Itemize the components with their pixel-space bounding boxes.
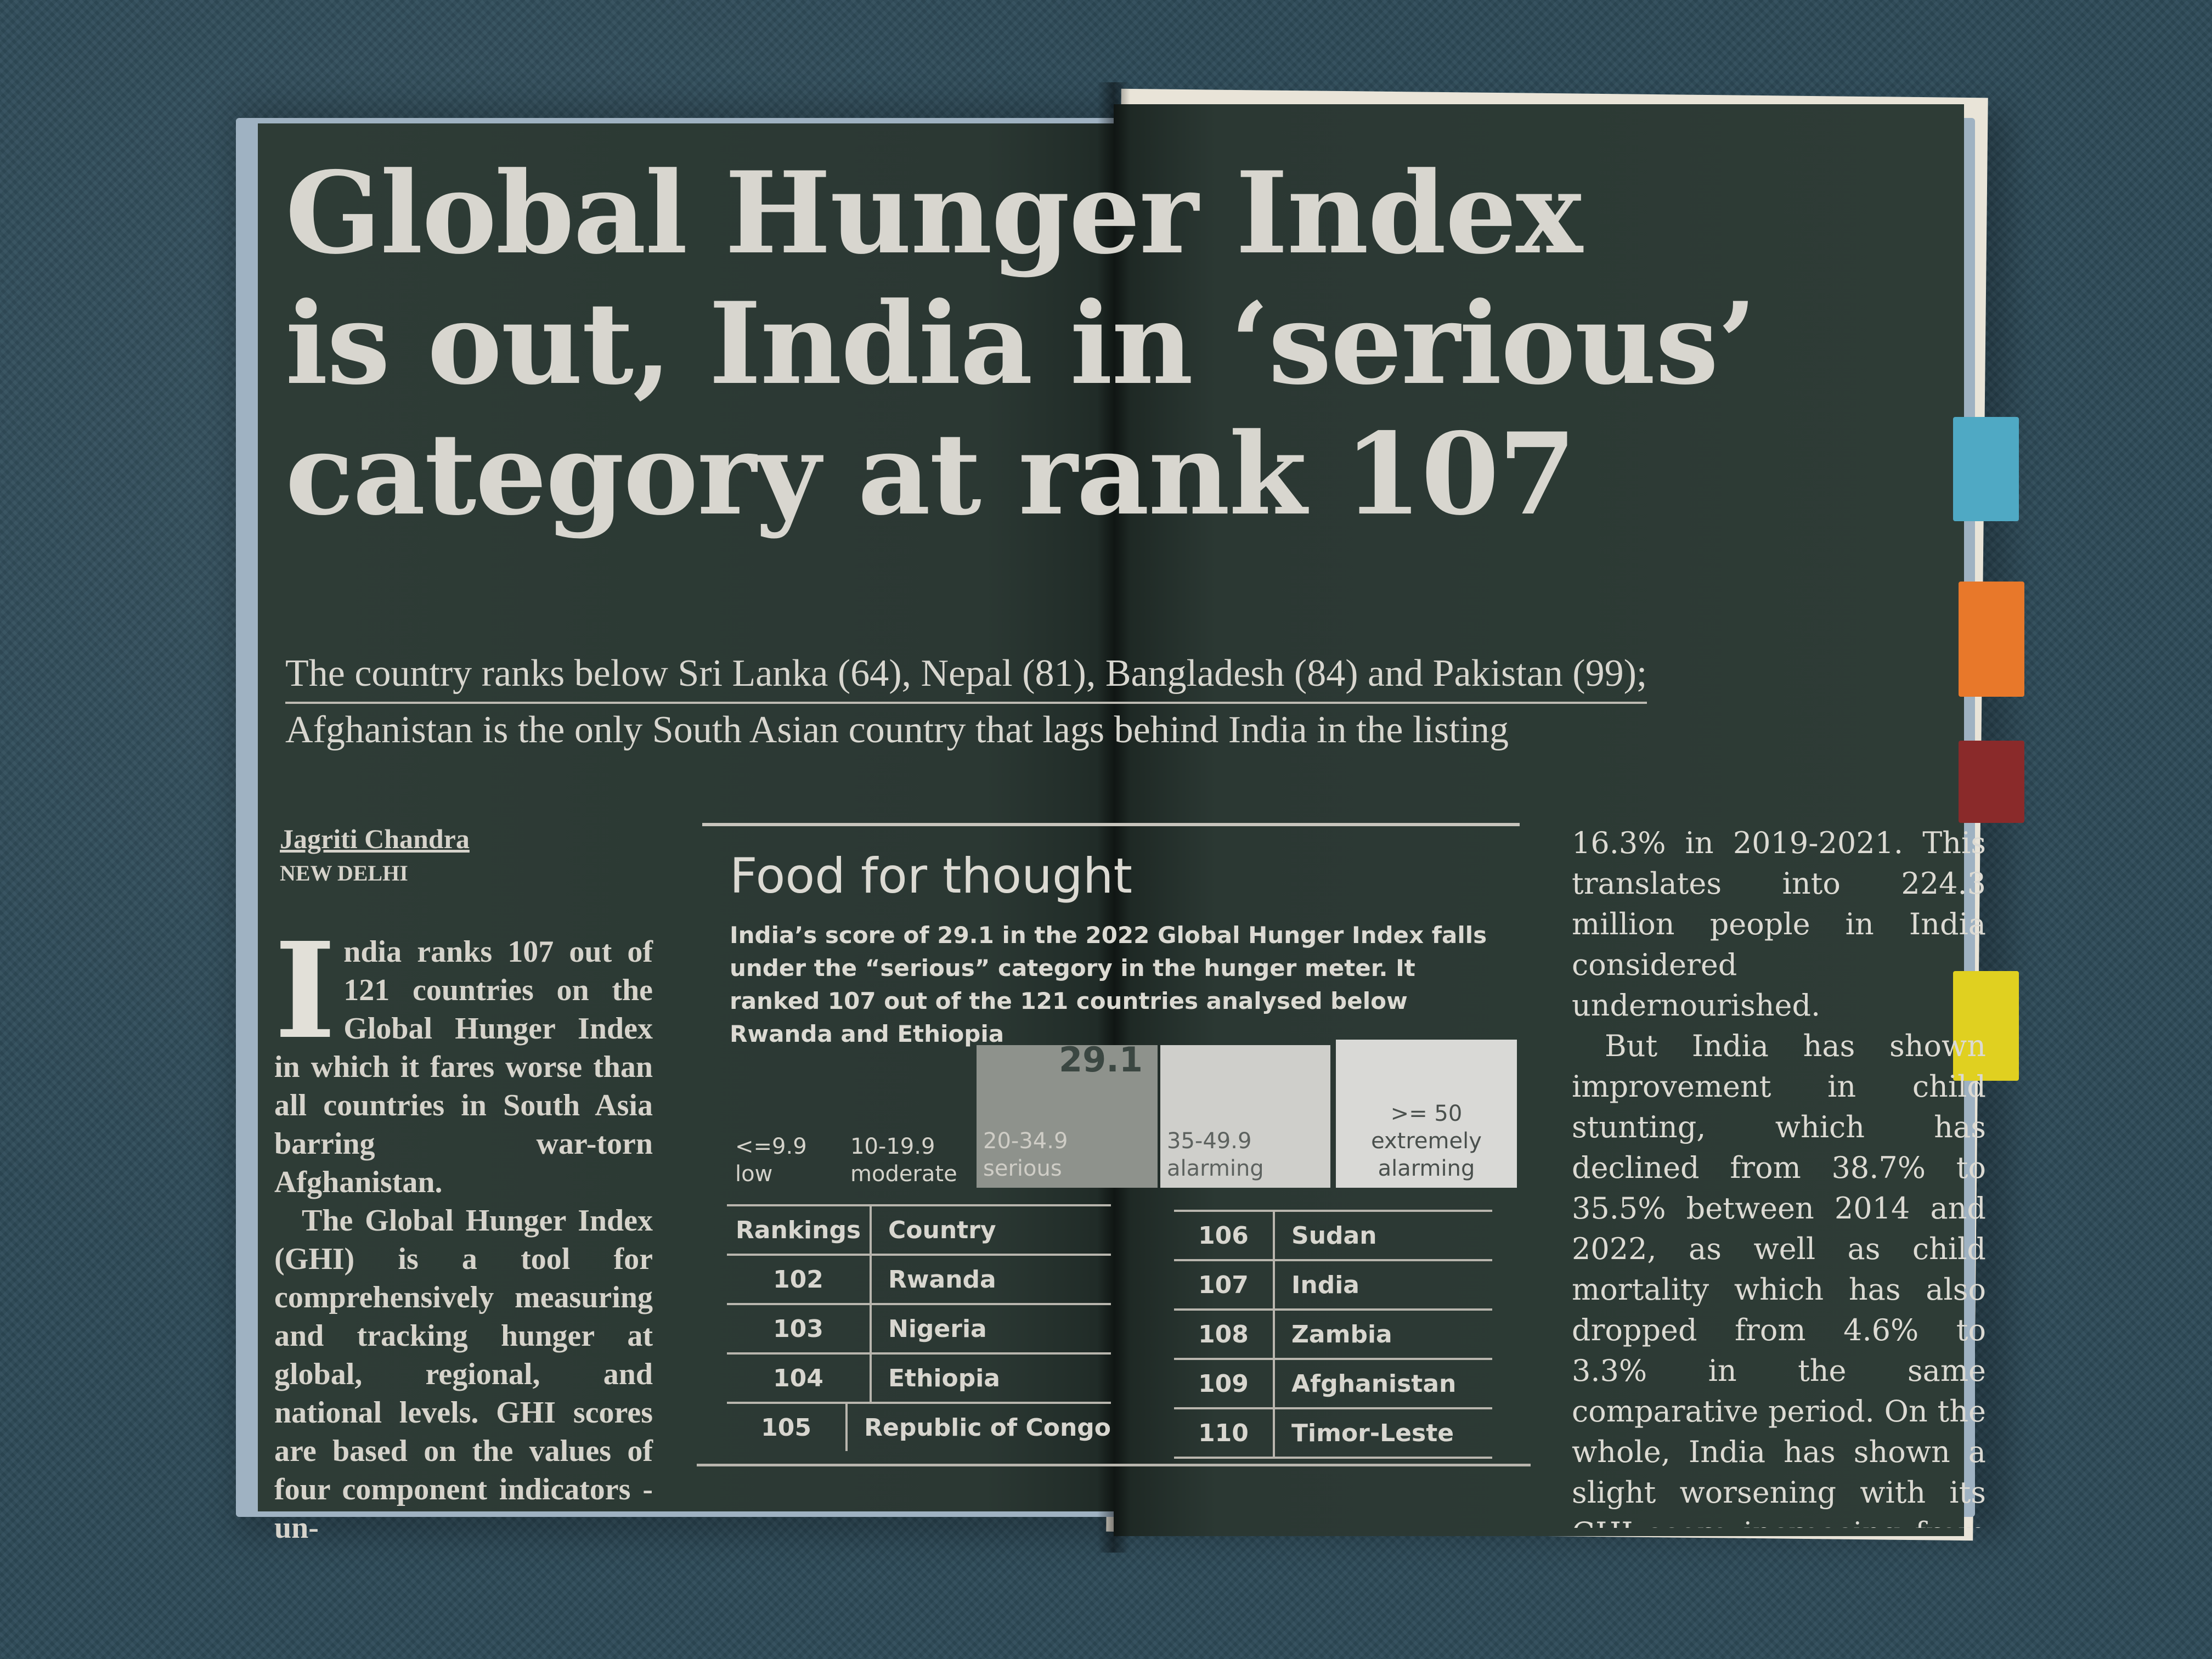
meter-category-extremely-alarming: >= 50 extremely alarming [1336, 1040, 1517, 1188]
country-cell: Timor-Leste [1291, 1419, 1454, 1447]
table-row: 103 Nigeria [727, 1305, 1111, 1355]
table-row: 104 Ethiopia [727, 1355, 1111, 1404]
rank-cell: 104 [727, 1355, 872, 1402]
category-label: moderate [850, 1161, 957, 1187]
country-cell: Nigeria [888, 1314, 987, 1343]
deck-line: The country ranks below Sri Lanka (64), … [285, 647, 1647, 704]
country-cell: Republic of Congo [864, 1413, 1111, 1442]
category-label: serious [983, 1156, 1062, 1181]
table-row: 107 India [1174, 1261, 1492, 1311]
table-row: 106 Sudan [1174, 1210, 1492, 1261]
rank-cell: 107 [1174, 1261, 1275, 1308]
hunger-meter: <=9.9 low 10-19.9 moderate 20-34.9 serio… [735, 1040, 1517, 1188]
header-country: Country [888, 1216, 996, 1244]
headline-line: Global Hunger Index [285, 148, 1583, 279]
sticky-tab-blue[interactable] [1953, 417, 2019, 521]
article-column-right: 16.3% in 2019-2021. This translates into… [1572, 823, 1986, 1528]
byline: Jagriti Chandra NEW DELHI [280, 823, 470, 886]
author-name: Jagriti Chandra [280, 823, 470, 854]
india-score-marker: 29.1 [1059, 1040, 1143, 1080]
meter-category-moderate: 10-19.9 moderate [850, 1133, 971, 1188]
infographic-rule-bottom [697, 1464, 1531, 1466]
meter-category-serious: 20-34.9 serious [977, 1045, 1158, 1188]
sticky-tab-red[interactable] [1959, 741, 2024, 823]
book-gutter [1097, 82, 1130, 1553]
rank-cell: 103 [727, 1305, 872, 1352]
category-range: <=9.9 [735, 1134, 807, 1159]
rank-cell: 106 [1174, 1212, 1275, 1259]
category-range: 35-49.9 [1167, 1128, 1252, 1154]
country-cell: Ethiopia [888, 1364, 1000, 1392]
headline: Global Hunger Index is out, India in ‘se… [285, 148, 1959, 540]
paragraph: ndia ranks 107 out of 121 countries on t… [274, 935, 653, 1199]
drop-cap: I [274, 913, 336, 1068]
paragraph: 16.3% in 2019-2021. This translates into… [1572, 826, 1986, 1023]
rankings-table-left: Rankings Country 102 Rwanda 103 Nigeria … [727, 1204, 1111, 1451]
headline-line: is out, India in ‘serious’ [285, 278, 1757, 410]
rank-cell: 102 [727, 1256, 872, 1303]
category-label: low [735, 1161, 773, 1187]
table-header-row: Rankings Country [727, 1204, 1111, 1256]
country-cell: Afghanistan [1291, 1369, 1457, 1398]
left-page [258, 123, 1114, 1511]
paragraph: The Global Hunger Index (GHI) is a tool … [274, 1204, 653, 1545]
table-row: 102 Rwanda [727, 1256, 1111, 1305]
country-cell: Sudan [1291, 1221, 1377, 1250]
infographic-intro: India’s score of 29.1 in the 2022 Global… [730, 922, 1487, 1047]
rank-cell: 108 [1174, 1311, 1275, 1358]
paragraph: But India has shown improvement in child… [1572, 1029, 1986, 1528]
country-cell: Rwanda [888, 1265, 996, 1294]
sticky-tab-yellow[interactable] [1953, 971, 2019, 1081]
table-row: 110 Timor-Leste [1174, 1409, 1492, 1459]
meter-category-low: <=9.9 low [735, 1133, 828, 1188]
table-row: 105 Republic of Congo [727, 1404, 1111, 1451]
meter-category-alarming: 35-49.9 alarming [1160, 1045, 1330, 1188]
country-cell: Zambia [1291, 1320, 1392, 1348]
rankings-table-right: 106 Sudan 107 India 108 Zambia 109 Afgha… [1174, 1210, 1492, 1459]
article-column-left: I ndia ranks 107 out of 121 countries on… [274, 913, 653, 1547]
table-row: 109 Afghanistan [1174, 1360, 1492, 1409]
sticky-tab-orange[interactable] [1959, 582, 2024, 697]
category-label: alarming [1167, 1156, 1264, 1181]
right-page [1114, 104, 1964, 1536]
category-range: >= 50 [1390, 1101, 1463, 1126]
dateline: NEW DELHI [280, 861, 408, 885]
deck: The country ranks below Sri Lanka (64), … [285, 647, 1756, 756]
rank-cell: 110 [1174, 1409, 1275, 1457]
table-row: 108 Zambia [1174, 1311, 1492, 1360]
headline-line: category at rank 107 [285, 409, 1576, 540]
category-label: extremely alarming [1371, 1128, 1482, 1181]
header-rankings: Rankings [727, 1206, 872, 1254]
infographic-title: Food for thought [730, 848, 1132, 904]
rank-cell: 105 [727, 1404, 848, 1451]
deck-line: Afghanistan is the only South Asian coun… [285, 709, 1509, 751]
rank-cell: 109 [1174, 1360, 1275, 1407]
category-range: 20-34.9 [983, 1128, 1068, 1154]
infographic-rule-top [702, 823, 1520, 826]
category-range: 10-19.9 [850, 1134, 935, 1159]
country-cell: India [1291, 1271, 1359, 1299]
